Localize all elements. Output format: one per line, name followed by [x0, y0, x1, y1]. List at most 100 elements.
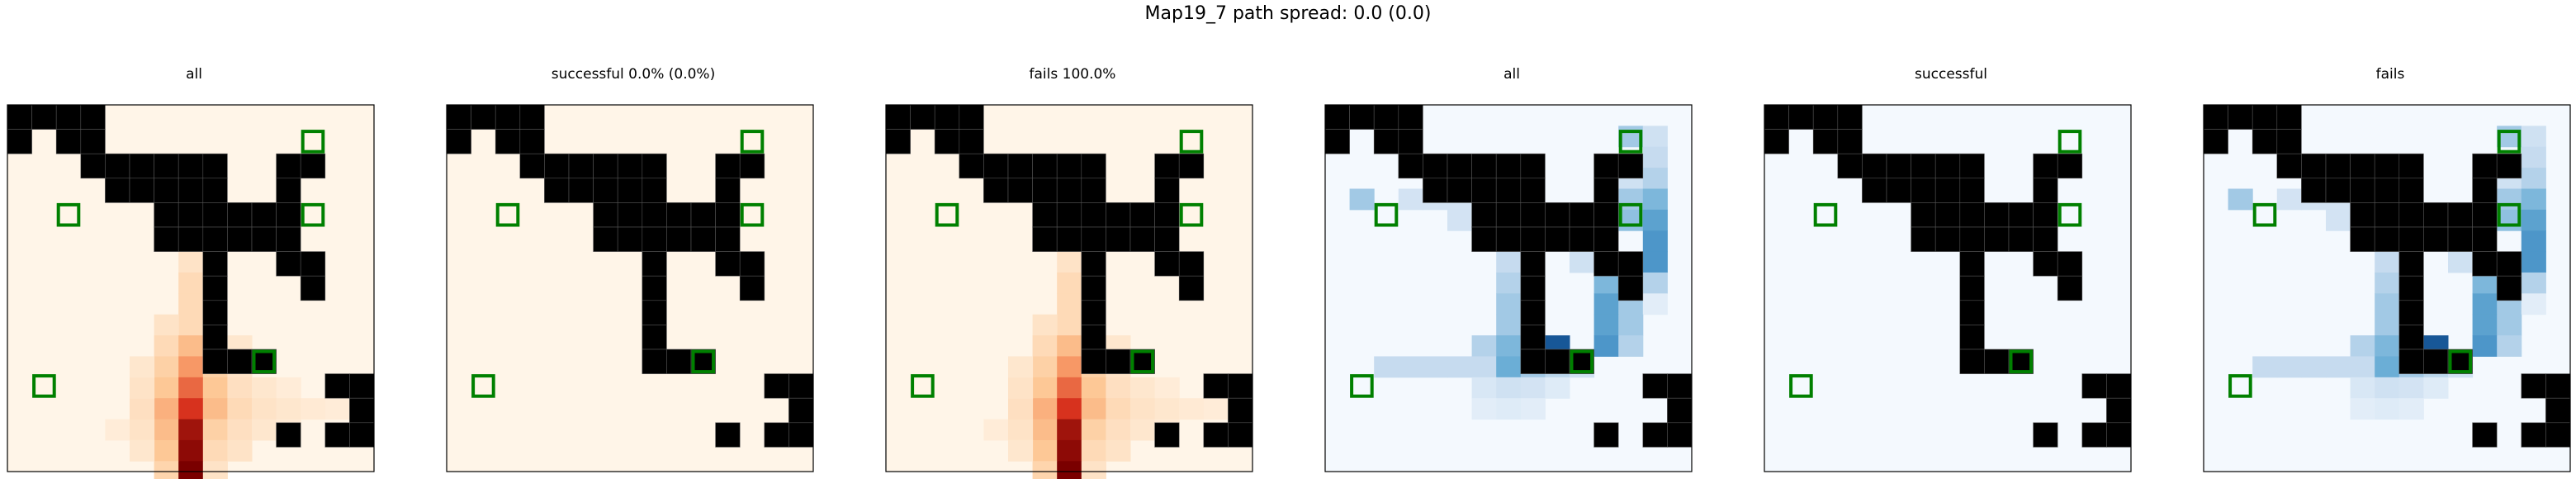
heatmap-cell [252, 377, 277, 399]
obstacle-cell [1959, 325, 1985, 350]
heatmap-cell [154, 377, 179, 399]
heatmap-cell [1106, 419, 1131, 441]
obstacle-cell [1569, 349, 1594, 374]
goal-marker [2448, 349, 2473, 374]
obstacle-cell [2033, 251, 2058, 277]
obstacle-cell [1081, 226, 1106, 252]
heatmap-cell [1618, 209, 1644, 231]
obstacle-cell [568, 153, 594, 179]
obstacle-cell [1154, 422, 1180, 448]
obstacle-cell [1471, 178, 1497, 203]
heatmap-cell [2276, 356, 2302, 378]
heatmap-cell [1618, 126, 1644, 148]
obstacle-cell [2301, 178, 2327, 203]
obstacle-cell [788, 397, 814, 424]
obstacle-cell [1081, 349, 1106, 374]
obstacle-cell [2228, 104, 2253, 130]
heatmap-cell [1642, 209, 1668, 231]
heatmap-cell [2228, 188, 2253, 211]
obstacle-cell [739, 275, 765, 301]
obstacle-cell [2252, 129, 2278, 154]
obstacle-cell [1984, 202, 2010, 228]
heatmap-cell [202, 377, 228, 399]
obstacle-cell [1203, 373, 1229, 399]
heatmap-cell [178, 314, 204, 336]
heatmap-cell [105, 419, 130, 441]
heatmap-cell [1106, 439, 1131, 462]
obstacle-cell [764, 422, 789, 448]
obstacle-cell [2545, 397, 2571, 424]
obstacle-cell [1154, 251, 1180, 277]
figure-title: Map19_7 path spread: 0.0 (0.0) [1144, 3, 1432, 24]
heatmap-cell [2521, 126, 2546, 148]
obstacle-cell [1520, 349, 1546, 374]
obstacle-cell [2496, 251, 2522, 277]
heatmap-cell [1179, 398, 1205, 420]
heatmap-cell [178, 439, 204, 462]
heatmap-cell [1496, 335, 1522, 357]
heatmap-cell [1618, 314, 1644, 336]
obstacle-cell [1911, 226, 1936, 252]
obstacle-cell [642, 153, 667, 179]
obstacle-cell [495, 104, 521, 130]
obstacle-cell [715, 422, 741, 448]
obstacle-cell [1886, 153, 1911, 179]
obstacle-cell [1495, 202, 1522, 228]
heatmap-cell [1057, 251, 1082, 273]
obstacle-cell [1934, 153, 1961, 179]
obstacle-cell [202, 153, 228, 179]
obstacle-cell [1934, 226, 1961, 252]
obstacle-cell [1812, 104, 1839, 130]
obstacle-cell [1984, 349, 2010, 374]
obstacle-cell [959, 129, 984, 154]
obstacle-cell [1349, 104, 1375, 130]
obstacle-cell [2033, 202, 2058, 228]
obstacle-cell [1056, 153, 1082, 179]
plot-frame [446, 104, 814, 472]
obstacle-cell [178, 226, 204, 252]
heatmap-cell [154, 356, 179, 378]
heatmap-cell [202, 398, 228, 420]
obstacle-cell [1471, 226, 1497, 252]
obstacle-cell [227, 226, 253, 252]
heatmap-4 [1764, 104, 2132, 472]
obstacle-cell [1129, 349, 1155, 374]
obstacle-cell [1959, 275, 1985, 301]
heatmap-3 [1324, 104, 1693, 472]
obstacle-cell [2472, 178, 2498, 203]
goal-marker [1618, 130, 1643, 154]
obstacle-cell [2447, 226, 2473, 252]
obstacle-cell [2374, 178, 2400, 203]
heatmap-cell [1642, 188, 1668, 211]
panel-4: successful [1764, 55, 2138, 472]
obstacle-cell [2008, 202, 2034, 228]
obstacle-cell [2008, 226, 2034, 252]
heatmap-cell [1203, 398, 1229, 420]
obstacle-cell [1471, 202, 1497, 228]
heatmap-cell [1520, 377, 1546, 399]
obstacle-cell [2423, 349, 2449, 374]
obstacle-cell [1617, 251, 1644, 277]
heatmap-cell [2350, 335, 2375, 357]
heatmap-cell [2521, 188, 2546, 211]
goal-marker [1618, 202, 1643, 227]
obstacle-cell [2106, 373, 2132, 399]
obstacle-cell [349, 397, 375, 424]
obstacle-cell [276, 251, 301, 277]
heatmap-cell [1008, 419, 1034, 441]
obstacle-cell [1569, 202, 1594, 228]
heatmap-cell [1496, 398, 1522, 420]
heatmap-cell [202, 419, 228, 441]
heatmap-cell [1032, 314, 1058, 336]
heatmap-cell [1130, 398, 1156, 420]
obstacle-cell [544, 178, 570, 203]
heatmap-cell [1642, 272, 1668, 294]
heatmap-cell [1349, 188, 1375, 211]
obstacle-cell [1837, 153, 1863, 179]
obstacle-cell [2374, 153, 2400, 179]
obstacle-cell [1959, 178, 1985, 203]
obstacle-cell [202, 300, 228, 325]
goal-marker [56, 202, 81, 227]
heatmap-cell [2472, 293, 2498, 315]
heatmap-cell [1545, 377, 1570, 399]
